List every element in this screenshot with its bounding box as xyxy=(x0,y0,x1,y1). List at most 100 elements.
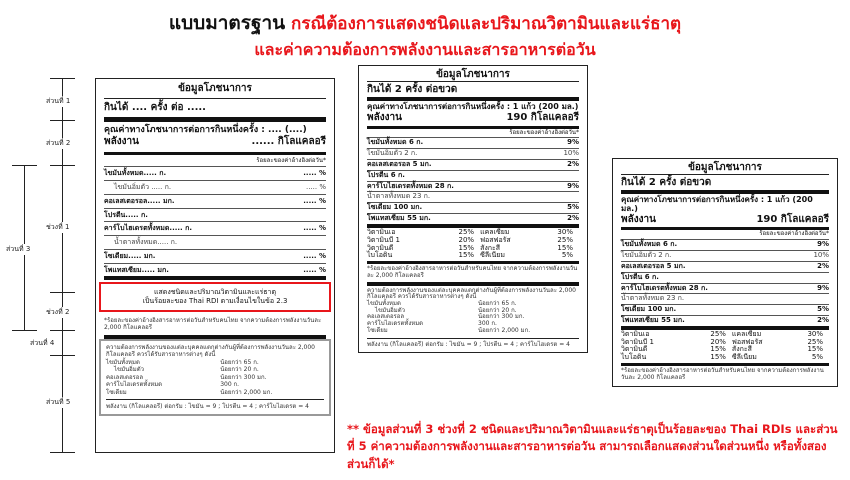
nutrient-name: น้ำตาลทั้งหมด 23 ก. xyxy=(367,192,431,201)
vitamin-percent: 15% xyxy=(710,353,726,362)
title-black: แบบมาตรฐาน xyxy=(168,12,286,34)
nutrient-row: โซเดียม 100 มก. 5% xyxy=(621,305,829,316)
nutrient-rows: ไขมันทั้งหมด 6 ก. 9% ไขมันอิ่มตัว 2 ก. 10% ค… xyxy=(367,138,579,228)
energy-row: พลังงาน ...... กิโลแคลอรี xyxy=(104,136,326,155)
nutrient-name: โปรตีน 6 ก. xyxy=(621,272,659,281)
nutrient-percent: 2% xyxy=(567,214,579,223)
part1-label: ส่วนที่ 1 xyxy=(46,96,71,107)
section5-intro: ความต้องการพลังงานของแต่ละบุคคลแตกต่างกั… xyxy=(106,343,316,359)
nutrient-row: โซเดียม..... มก. ..... % xyxy=(104,250,326,264)
nutrient-row: คาร์โบไฮเดรตทั้งหมด 28 ก. 9% xyxy=(621,284,829,295)
vitamin-percent: 20% xyxy=(458,235,475,244)
footnote: *ร้อยละของค่าอ้างอิงสารอาหารต่อวันสำหรับ… xyxy=(104,314,326,339)
rdi-header: ร้อยละของค่าอ้างอิงต่อวัน* xyxy=(621,230,829,241)
nutrient-name: คอเลสเตอรอล..... มก. xyxy=(104,196,175,205)
vitamin-name: ไบโอติน xyxy=(367,251,393,260)
nutrient-row: น้ำตาลทั้งหมด 23 ก. xyxy=(367,192,579,204)
vitamin-grid: วิตามินเอ 25% แคลเซียม 30% วิตามินบี 1 20% ฟอส… xyxy=(621,329,829,367)
part2-label: ส่วนที่ 2 xyxy=(46,138,71,149)
nutrient-name: ไขมันทั้งหมด 6 ก. xyxy=(621,240,678,249)
part3-label: ส่วนที่ 3 xyxy=(6,244,31,255)
footnote: *ร้อยละของค่าอ้างอิงสารอาหารต่อวันสำหรับ… xyxy=(621,367,824,381)
rdi-header: ร้อยละของค่าอ้างอิงต่อวัน* xyxy=(367,129,579,139)
footnote: *ร้อยละของค่าอ้างอิงสารอาหารต่อวันสำหรับ… xyxy=(367,264,579,286)
nutrient-row: โพแทสเซียม..... มก. ..... % xyxy=(104,264,326,281)
vitamin-percent: 15% xyxy=(807,345,823,354)
nutrient-rows: ไขมันทั้งหมด..... ก...... % ไขมันอิ่มตัว … xyxy=(104,167,326,281)
vitamin-name: แคลเซียม xyxy=(731,329,762,338)
vitamin-percent: 15% xyxy=(710,345,726,354)
nutrient-row: โปรตีน 6 ก. xyxy=(367,171,579,182)
nutrient-row: ไขมันทั้งหมด 6 ก. 9% xyxy=(621,240,829,252)
nutrient-percent: 2% xyxy=(817,261,829,270)
nutrient-row: คอเลสเตอรอล 5 มก. 2% xyxy=(621,262,829,273)
example-nutrition-label: ข้อมูลโภชนาการ กินได้ 2 ครั้ง ต่อขวด คุณ… xyxy=(358,65,588,354)
nutrient-percent: 5% xyxy=(567,203,579,212)
section5-item-name: คอเลสเตอรอล xyxy=(367,313,405,321)
nutrient-row: น้ำตาลทั้งหมด..... ก. xyxy=(104,236,326,250)
vitamin-percent: 5% xyxy=(811,353,823,362)
nutrient-percent: 9% xyxy=(567,138,579,147)
nutrient-name: โปรตีน..... ก. xyxy=(104,210,148,219)
vitamin-table: วิตามินเอ 25% แคลเซียม 30% วิตามินบี 1 20% ฟอส… xyxy=(621,329,829,367)
vitamin-name: วิตามินเอ xyxy=(621,329,650,338)
vitamin-percent: 15% xyxy=(557,243,573,252)
bracket-tick xyxy=(50,452,75,453)
vitamin-name: ฟอสฟอรัส xyxy=(480,235,511,244)
label-header: ข้อมูลโภชนาการ xyxy=(367,68,579,83)
nutrient-name: ไขมันอิ่มตัว ..... ก. xyxy=(114,183,172,191)
vitamin-grid: วิตามินเอ 25% แคลเซียม 30% วิตามินบี 1 20% ฟอส… xyxy=(367,228,579,265)
range1-label: ช่วงที่ 1 xyxy=(46,222,70,233)
section5-item-value: น้อยกว่า 20 ก. xyxy=(478,306,517,314)
section5-item-value: 300 ก. xyxy=(220,381,240,389)
nutrient-name: ไขมันทั้งหมด..... ก. xyxy=(104,169,167,178)
section5-item-value: น้อยกว่า 300 มก. xyxy=(220,373,267,381)
page-subtitle: และค่าความต้องการพลังงานและสารอาหารต่อวั… xyxy=(254,40,596,59)
servings: กินได้ 2 ครั้ง ต่อขวด xyxy=(367,82,579,102)
section5-item-name: ไขมันอิ่มตัว xyxy=(114,366,144,374)
vitamin-percent: 30% xyxy=(807,329,823,338)
vitamin-name: ฟอสฟอรัส xyxy=(731,337,763,346)
nutrient-row: โปรตีน 6 ก. xyxy=(621,273,829,284)
nutrient-name: โพแทสเซียม 55 มก. xyxy=(621,315,685,324)
vitamin-mineral-box: แสดงชนิดและปริมาณวิตามินและแร่ธาตุ เป็นร้… xyxy=(99,282,331,312)
nutrient-row: ไขมันอิ่มตัว 2 ก. 10% xyxy=(621,251,829,262)
nutrient-name: น้ำตาลทั้งหมด 23 ก. xyxy=(621,294,685,303)
vitamin-name: ซีลีเนียม xyxy=(731,353,757,362)
nutrient-name: ไขมันอิ่มตัว 2 ก. xyxy=(367,149,418,158)
servings: กินได้ .... ครั้ง ต่อ ..... xyxy=(104,99,326,122)
nutrient-name: โพแทสเซียม 55 มก. xyxy=(367,214,431,223)
nutrient-name: คาร์โบไฮเดรตทั้งหมด 28 ก. xyxy=(621,283,708,292)
nutrient-percent: ..... % xyxy=(303,224,326,233)
nutrient-row: คอเลสเตอรอล 5 มก. 2% xyxy=(367,160,579,171)
nutrient-row: ไขมันอิ่มตัว ..... ก. ..... % xyxy=(104,181,326,195)
vitamin-name: ซีลีเนียม xyxy=(480,251,505,260)
section5-item: คอเลสเตอรอล น้อยกว่า 300 มก. xyxy=(106,374,324,382)
section5-item: ไขมันอิ่มตัว น้อยกว่า 20 ก. xyxy=(367,306,579,315)
section5-item: โซเดียม น้อยกว่า 2,000 มก. xyxy=(367,327,579,335)
nutrient-row: โพแทสเซียม 55 มก. 2% xyxy=(621,316,829,330)
section5-item-name: คาร์โบไฮเดรตทั้งหมด xyxy=(106,381,163,389)
nutrient-percent: ..... % xyxy=(303,196,326,205)
vitamin-name: วิตามินบี 1 xyxy=(621,337,654,346)
nutrient-percent: ..... % xyxy=(303,265,326,274)
energy-row: พลังงาน 190 กิโลแคลอรี xyxy=(621,214,829,231)
nutrient-percent: 9% xyxy=(567,181,579,190)
nutrient-percent: ..... % xyxy=(303,169,326,178)
section5-item-value: น้อยกว่า 65 ก. xyxy=(220,358,259,366)
section5-item-name: ไขมันอิ่มตัว xyxy=(375,306,405,314)
section5-item-name: ไขมันทั้งหมด xyxy=(367,300,401,308)
vitamin-name: วิตามินดี xyxy=(367,243,394,252)
section5-item: ไขมันทั้งหมด น้อยกว่า 65 ก. xyxy=(367,300,579,308)
example-nutrition-label-no-section5: ข้อมูลโภชนาการ กินได้ 2 ครั้ง ต่อขวด คุณ… xyxy=(612,158,838,387)
bracket-line xyxy=(62,78,63,452)
nutrient-percent: ..... % xyxy=(303,251,326,260)
nutrient-percent: 2% xyxy=(567,159,579,168)
nutrient-name: คาร์โบไฮเดรตทั้งหมด..... ก. xyxy=(104,224,193,233)
energy-label: พลังงาน xyxy=(104,136,139,148)
energy-value: 190 กิโลแคลอรี xyxy=(506,112,579,124)
nutrient-name: น้ำตาลทั้งหมด..... ก. xyxy=(114,238,178,246)
section5-item-name: โซเดียม xyxy=(106,388,127,396)
servings: กินได้ 2 ครั้ง ต่อขวด xyxy=(621,175,829,195)
section5-item-name: คาร์โบไฮเดรตทั้งหมด xyxy=(367,320,424,328)
